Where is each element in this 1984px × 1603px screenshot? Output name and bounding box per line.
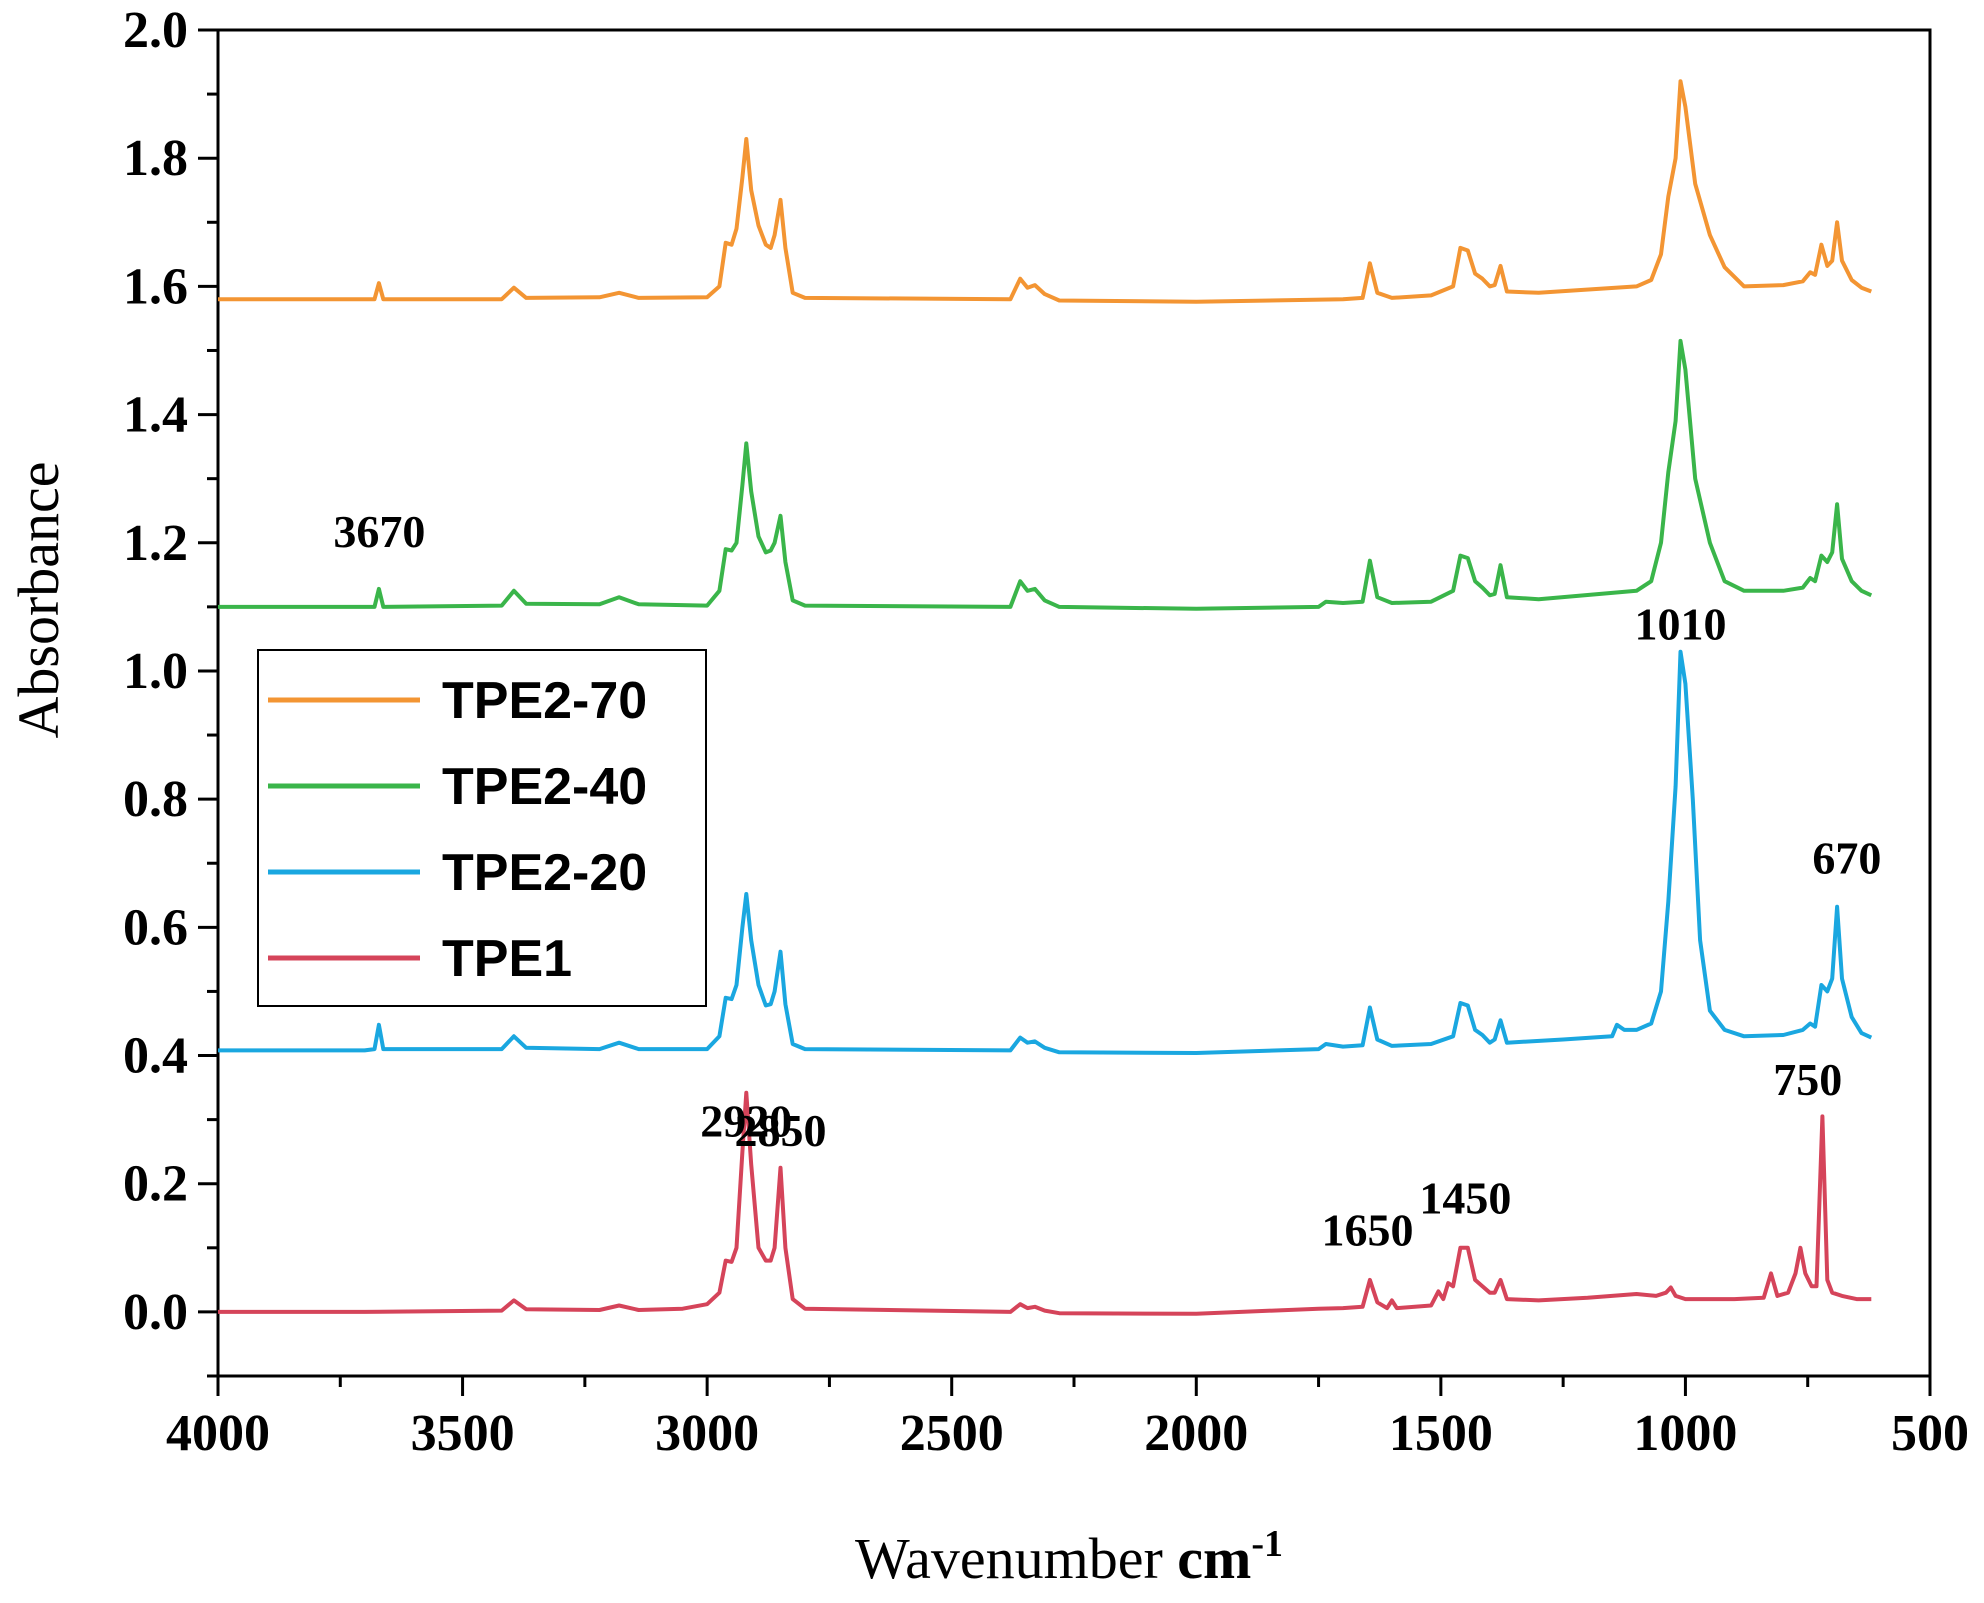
y-tick-label: 0.2 [123, 1156, 188, 1213]
x-tick-label: 2500 [900, 1405, 1004, 1462]
x-tick-label: 1000 [1633, 1405, 1737, 1462]
x-tick-label: 3500 [411, 1405, 515, 1462]
peak-annotation: 750 [1773, 1054, 1842, 1105]
x-tick-label: 4000 [166, 1405, 270, 1462]
series-line-tpe1 [218, 1090, 1872, 1316]
legend-label: TPE2-40 [442, 758, 647, 816]
peak-annotation: 1010 [1635, 599, 1727, 650]
series-line-tpe2-20 [218, 649, 1873, 1055]
peak-annotation: 670 [1812, 833, 1881, 884]
x-axis-unit: cm [1177, 1526, 1251, 1591]
x-axis-title: Wavenumber cm-1 [855, 1523, 1283, 1591]
series-layer [218, 79, 1873, 1316]
legend-label: TPE2-20 [442, 844, 647, 902]
x-tick-label: 500 [1891, 1405, 1969, 1462]
peak-annotation: 3670 [333, 506, 425, 557]
peak-annotation: 1450 [1419, 1172, 1511, 1223]
legend-label: TPE2-70 [442, 672, 647, 730]
y-axis: 0.0 0.2 0.4 0.6 0.8 1.0 1.2 1.4 1.6 1.8 2.0 [123, 2, 218, 1378]
y-tick-label: 0.0 [123, 1284, 188, 1341]
y-tick-label: 1.6 [123, 258, 188, 315]
y-tick-label: 1.8 [123, 130, 188, 187]
peak-annotation: 1650 [1321, 1204, 1413, 1255]
x-axis-title-text: Wavenumber [855, 1526, 1163, 1591]
series-line-tpe2-40 [218, 338, 1873, 611]
x-axis: 4000 3500 3000 2500 2000 1500 1000 500 [166, 1376, 1969, 1462]
y-tick-label: 0.8 [123, 771, 188, 828]
y-tick-label: 0.4 [123, 1028, 188, 1085]
x-tick-label: 2000 [1144, 1405, 1248, 1462]
x-tick-label: 3000 [655, 1405, 759, 1462]
series-line-tpe2-70 [218, 79, 1873, 304]
y-axis-title: Absorbance [6, 461, 71, 738]
peak-annotation: 2920 [700, 1095, 792, 1146]
y-tick-label: 1.2 [123, 515, 188, 572]
y-tick-label: 2.0 [123, 2, 188, 59]
x-axis-unit-exponent: -1 [1251, 1523, 1283, 1565]
y-tick-label: 0.6 [123, 899, 188, 956]
legend-box [257, 649, 707, 1007]
y-tick-label: 1.4 [123, 387, 188, 444]
legend-label: TPE1 [442, 930, 572, 988]
peak-annotation: 2850 [735, 1105, 827, 1156]
y-tick-label: 1.0 [123, 643, 188, 700]
legend: TPE2-70 TPE2-40 TPE2-20 TPE1 [257, 649, 707, 1007]
x-tick-label: 1500 [1389, 1405, 1493, 1462]
